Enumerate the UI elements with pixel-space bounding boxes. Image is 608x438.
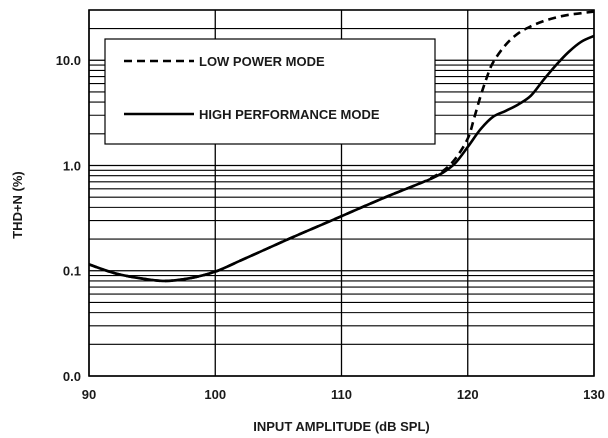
x-tick-label: 90 — [82, 387, 96, 402]
legend-box — [104, 38, 436, 145]
series-layer — [88, 10, 595, 283]
x-tick-labels: 90 100 110 120 130 — [82, 387, 605, 402]
plot-frame — [88, 9, 595, 377]
x-axis-label: INPUT AMPLITUDE (dB SPL) — [253, 419, 429, 434]
y-axis-label: THD+N (%) — [10, 171, 25, 239]
y-tick-labels: 0.0 0.1 1.0 10.0 — [56, 53, 81, 384]
legend-label-high-performance: HIGH PERFORMANCE MODE — [199, 107, 380, 122]
x-tick-label: 130 — [583, 387, 605, 402]
x-tick-label: 120 — [457, 387, 479, 402]
x-tick-label: 100 — [204, 387, 226, 402]
y-tick-label: 0.0 — [63, 369, 81, 384]
legend-label-low-power: LOW POWER MODE — [199, 54, 325, 69]
series-line-high-performance — [88, 34, 595, 283]
y-tick-label: 10.0 — [56, 53, 81, 68]
y-tick-label: 0.1 — [63, 264, 81, 279]
y-tick-label: 1.0 — [63, 158, 81, 173]
legend: LOW POWER MODE HIGH PERFORMANCE MODE — [104, 38, 436, 145]
x-tick-label: 110 — [331, 387, 352, 402]
